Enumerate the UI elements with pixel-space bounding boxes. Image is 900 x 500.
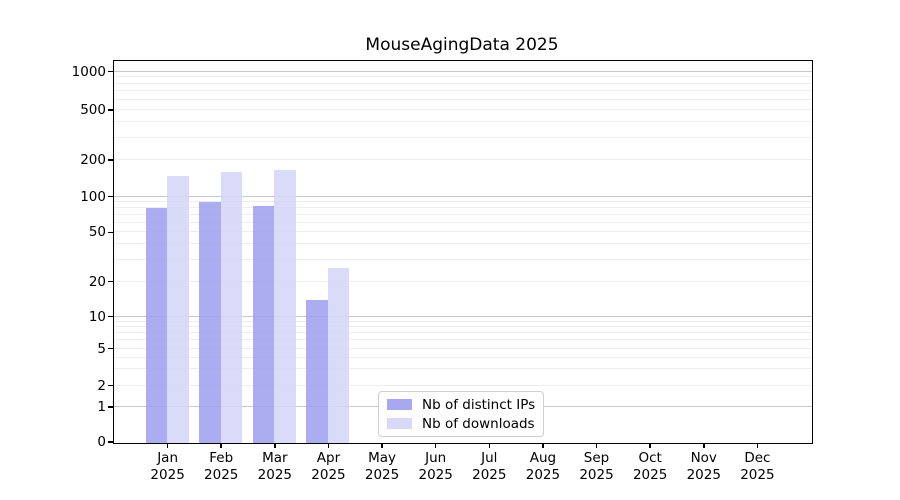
gridline-major: [113, 70, 812, 72]
gridline-minor: [113, 201, 812, 203]
y-tick-mark: [107, 384, 113, 387]
gridline-minor: [113, 76, 812, 78]
x-tick-label: Jun 2025: [418, 450, 453, 483]
gridline-minor: [113, 82, 812, 84]
gridline-minor: [113, 214, 812, 216]
y-tick-label: 10: [88, 308, 106, 325]
legend-label-distinct-ips: Nb of distinct IPs: [422, 396, 536, 413]
gridline-minor: [113, 325, 812, 327]
legend: Nb of distinct IPs Nb of downloads: [378, 391, 544, 437]
bar-nb-of-distinct-ips-jan: [145, 208, 168, 443]
legend-item: Nb of distinct IPs: [387, 397, 543, 413]
gridline-minor: [113, 368, 812, 370]
gridline-minor: [113, 332, 812, 334]
y-tick-mark: [107, 280, 113, 283]
y-tick-label: 200: [80, 152, 106, 169]
legend-item: Nb of downloads: [387, 416, 543, 432]
x-tick-mark: [434, 443, 437, 448]
y-tick-label: 1: [97, 398, 106, 415]
x-tick-mark: [703, 443, 705, 448]
bar-nb-of-downloads-feb: [220, 171, 243, 443]
bar-nb-of-distinct-ips-feb: [199, 202, 221, 443]
y-tick-mark: [107, 70, 113, 73]
gridline-major: [113, 315, 812, 317]
x-tick-label: Mar 2025: [257, 450, 293, 483]
y-tick-label: 0: [97, 434, 106, 450]
y-tick-label: 50: [88, 224, 106, 241]
x-tick-mark: [274, 443, 276, 448]
gridline-minor: [113, 207, 812, 209]
x-tick-label: Dec 2025: [740, 450, 775, 483]
gridline-minor: [113, 347, 812, 349]
bar-nb-of-downloads-apr: [327, 268, 350, 443]
y-tick-mark: [107, 315, 113, 318]
x-tick-label: Apr 2025: [311, 450, 346, 483]
gridline-minor: [113, 356, 812, 358]
x-tick-label: Oct 2025: [632, 450, 668, 483]
gridline-minor: [113, 121, 812, 122]
x-tick-mark: [649, 443, 651, 448]
y-tick-mark: [107, 159, 113, 161]
legend-label-downloads: Nb of downloads: [422, 415, 535, 432]
x-tick-mark: [756, 443, 759, 448]
x-tick-mark: [327, 443, 330, 448]
gridline-minor: [113, 159, 812, 161]
gridline-major: [113, 195, 812, 197]
gridline-minor: [113, 384, 812, 386]
gridline-minor: [113, 243, 812, 245]
x-tick-label: Sep 2025: [579, 450, 614, 483]
gridline-minor: [113, 98, 812, 100]
x-tick-mark: [166, 443, 169, 448]
y-tick-mark: [107, 406, 113, 408]
x-tick-mark: [220, 443, 222, 448]
bar-nb-of-distinct-ips-mar: [252, 205, 275, 443]
gridline-minor: [113, 280, 812, 282]
gridline-minor: [113, 320, 812, 322]
y-tick-mark: [107, 231, 113, 234]
x-tick-label: Nov 2025: [686, 450, 721, 483]
y-tick-label: 500: [80, 101, 106, 118]
gridline-minor: [113, 136, 812, 138]
y-tick-label: 2: [97, 377, 106, 394]
x-tick-mark: [381, 443, 383, 448]
y-tick-label: 5: [97, 340, 106, 357]
y-tick-mark: [107, 195, 113, 198]
bar-nb-of-distinct-ips-apr: [306, 300, 328, 443]
x-tick-label: Aug 2025: [525, 450, 561, 483]
bar-nb-of-downloads-jan: [167, 175, 189, 443]
gridline-minor: [113, 90, 812, 92]
legend-swatch-downloads: [387, 418, 412, 429]
gridline-minor: [113, 222, 812, 224]
legend-swatch-distinct-ips: [387, 399, 412, 410]
y-tick-mark: [107, 347, 113, 350]
bar-nb-of-downloads-mar: [274, 169, 296, 443]
y-tick-label: 100: [80, 188, 106, 205]
gridline-minor: [113, 231, 812, 233]
x-tick-label: May 2025: [364, 450, 400, 483]
y-tick-mark: [107, 109, 113, 111]
x-tick-mark: [542, 443, 544, 448]
gridline-minor: [113, 258, 812, 260]
x-tick-label: Feb 2025: [204, 450, 239, 483]
gridline-minor: [113, 339, 812, 341]
y-tick-label: 20: [88, 273, 106, 290]
x-tick-mark: [595, 443, 598, 448]
x-tick-label: Jul 2025: [472, 450, 507, 483]
y-tick-label: 1000: [71, 63, 106, 80]
chart-title: MouseAgingData 2025: [365, 35, 559, 55]
x-tick-label: Jan 2025: [150, 450, 185, 483]
y-tick-mark: [107, 441, 113, 443]
x-tick-mark: [488, 443, 491, 448]
gridline-minor: [113, 108, 812, 110]
plot-area: [112, 59, 813, 444]
